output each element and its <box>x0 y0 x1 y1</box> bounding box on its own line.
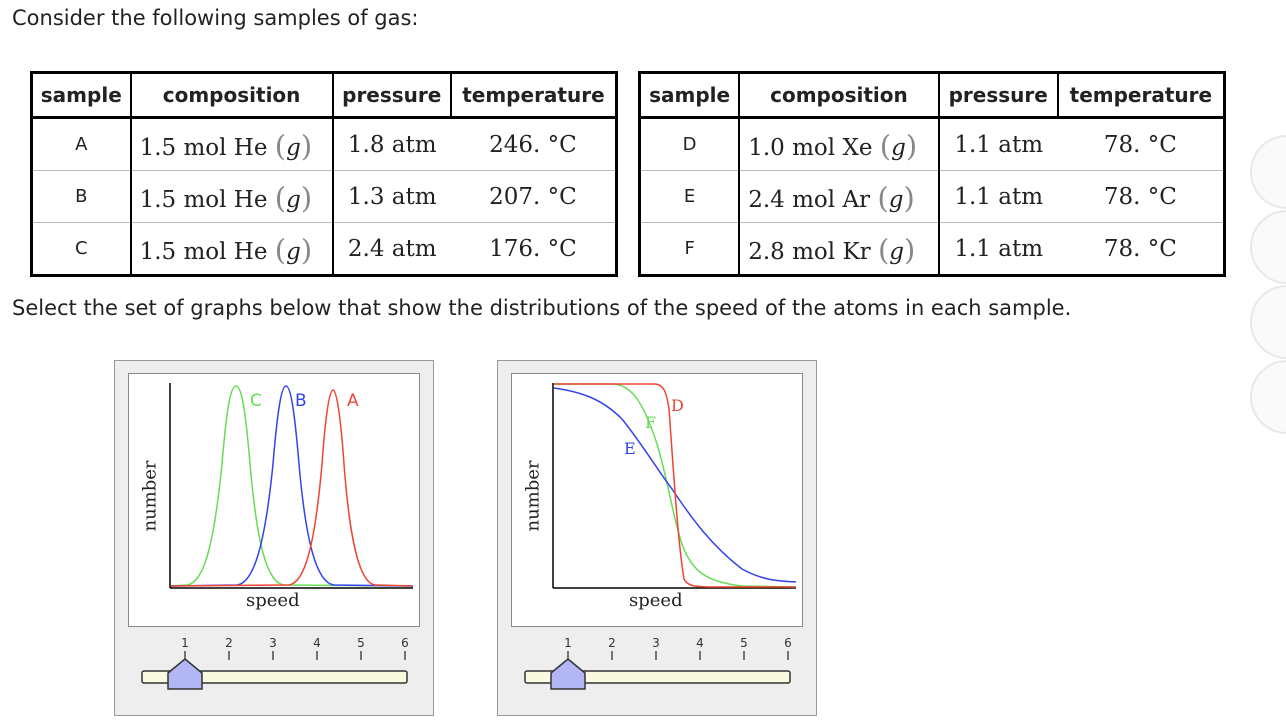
curve-label-A: A <box>347 391 359 411</box>
table-row: C 1.5 mol He (g) 2.4 atm 176. °C <box>32 222 617 276</box>
header-temperature: temperature <box>1056 72 1225 119</box>
graph-option-1[interactable]: C B A number speed 1 2 3 4 5 6 <box>114 360 434 716</box>
curve-E <box>553 387 797 583</box>
slider-tick-label: 1 <box>564 636 572 650</box>
curve-label-F: F <box>645 413 656 432</box>
right-gas-table: sample composition pressure temperature … <box>638 71 1226 277</box>
sample-cell: D <box>639 117 740 171</box>
slider-tick-label: 2 <box>608 636 616 650</box>
curve-C <box>170 385 414 587</box>
header-sample: sample <box>31 72 131 119</box>
slider-2[interactable]: 1 2 3 4 5 6 <box>498 631 816 715</box>
answer-option-circle[interactable] <box>1250 360 1286 434</box>
slider-tick-label: 6 <box>784 636 792 650</box>
graph-2-plot: D F E <box>552 383 797 589</box>
graph-2: D F E number speed <box>511 373 803 627</box>
left-gas-table: sample composition pressure temperature … <box>30 71 618 277</box>
pressure-cell: 1.1 atm <box>937 117 1058 171</box>
slider-tick-label: 4 <box>313 636 321 650</box>
answer-option-circle[interactable] <box>1250 210 1286 284</box>
answer-option-circle[interactable] <box>1250 135 1286 209</box>
slider-handle[interactable] <box>550 658 586 690</box>
header-pressure: pressure <box>937 72 1058 119</box>
curve-label-C: C <box>250 391 262 411</box>
curve-label-D: D <box>671 396 684 415</box>
sample-cell: E <box>639 170 740 223</box>
curve-label-B: B <box>295 391 307 411</box>
table-row: F 2.8 mol Kr (g) 1.1 atm 78. °C <box>640 222 1225 276</box>
composition-cell: 1.5 mol He (g) <box>129 117 333 171</box>
pressure-cell: 1.8 atm <box>331 117 451 171</box>
slider-tick-label: 6 <box>401 636 409 650</box>
composition-cell: 1.5 mol He (g) <box>129 170 333 223</box>
table-row: E 2.4 mol Ar (g) 1.1 atm 78. °C <box>639 170 1225 223</box>
composition-cell: 1.5 mol He (g) <box>129 222 333 276</box>
temperature-cell: 78. °C <box>1103 235 1177 262</box>
header-composition: composition <box>129 72 333 119</box>
answer-option-circle[interactable] <box>1250 285 1286 359</box>
graph-1-plot: C B A <box>169 383 414 589</box>
header-composition: composition <box>738 72 939 119</box>
y-axis-label: number <box>139 460 161 532</box>
temperature-cell: 246. °C <box>450 117 617 171</box>
slider-tick-label: 1 <box>181 636 189 650</box>
temperature-cell: 207. °C <box>450 170 617 223</box>
x-axis-label: speed <box>246 590 300 611</box>
composition-cell: 2.8 mol Kr (g) <box>738 222 939 276</box>
slider-track[interactable] <box>524 670 791 684</box>
temperature-cell: 78. °C <box>1057 117 1225 171</box>
header-sample: sample <box>639 72 740 119</box>
table-header-row: sample composition pressure temperature <box>639 72 1225 119</box>
pressure-cell: 2.4 atm <box>331 222 451 276</box>
slider-handle[interactable] <box>167 658 203 690</box>
sample-cell: B <box>31 170 131 223</box>
sample-cell: A <box>31 117 131 171</box>
curve-label-E: E <box>624 439 636 458</box>
instruction-text: Select the set of graphs below that show… <box>12 296 1072 320</box>
table-row: B 1.5 mol He (g) 1.3 atm 207. °C <box>31 170 617 223</box>
slider-tick-label: 2 <box>225 636 233 650</box>
pressure-cell: 1.1 atm <box>937 170 1058 223</box>
slider-tick-label: 5 <box>740 636 748 650</box>
temperature-cell: 78. °C <box>1057 170 1225 223</box>
x-axis-label: speed <box>629 590 683 611</box>
composition-cell: 1.0 mol Xe (g) <box>738 117 939 171</box>
slider-track[interactable] <box>141 670 408 684</box>
slider-tick-label: 5 <box>357 636 365 650</box>
temperature-cell: 176. °C <box>489 235 577 262</box>
curve-F <box>554 383 797 588</box>
composition-cell: 2.4 mol Ar (g) <box>738 170 939 223</box>
y-axis-label: number <box>522 460 544 532</box>
sample-cell: F <box>684 238 695 259</box>
header-pressure: pressure <box>331 72 451 119</box>
graph-1: C B A number speed <box>128 373 420 627</box>
sample-cell: C <box>74 238 88 259</box>
pressure-cell: 1.1 atm <box>937 222 1058 276</box>
graph-option-2[interactable]: D F E number speed 1 2 3 4 5 6 <box>497 360 817 716</box>
table-row: A 1.5 mol He (g) 1.8 atm 246. °C <box>31 117 617 171</box>
table-header-row: sample composition pressure temperature <box>31 72 617 119</box>
slider-1[interactable]: 1 2 3 4 5 6 <box>115 631 433 715</box>
slider-tick-label: 3 <box>269 636 277 650</box>
header-temperature: temperature <box>449 72 617 119</box>
table-row: D 1.0 mol Xe (g) 1.1 atm 78. °C <box>639 117 1225 171</box>
curve-D <box>554 383 796 588</box>
curve-B <box>170 385 414 587</box>
slider-tick-label: 3 <box>652 636 660 650</box>
intro-text: Consider the following samples of gas: <box>12 6 419 30</box>
curve-A <box>170 389 414 587</box>
slider-tick-label: 4 <box>696 636 704 650</box>
pressure-cell: 1.3 atm <box>331 170 451 223</box>
